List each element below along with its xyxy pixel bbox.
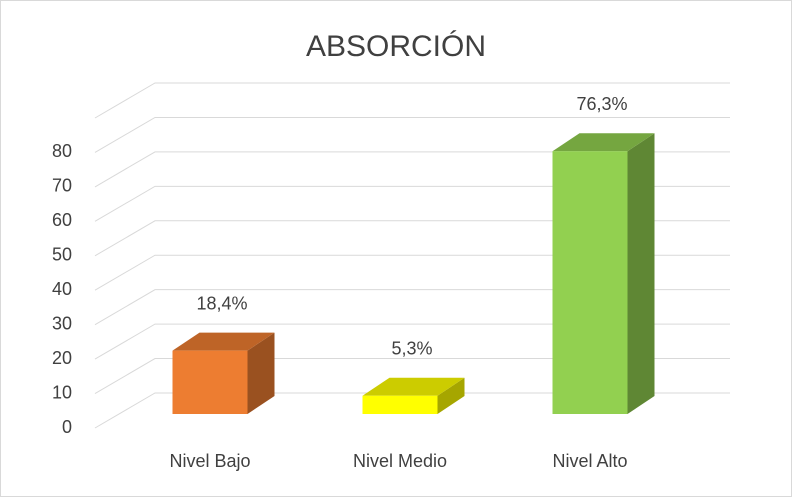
x-tick-label: Nivel Medio <box>353 451 447 471</box>
bar-side <box>627 133 655 414</box>
bar <box>362 395 438 414</box>
grid-line <box>94 358 730 394</box>
grid-line <box>94 151 730 188</box>
y-tick-label: 50 <box>52 245 72 265</box>
y-tick-label: 60 <box>52 210 72 230</box>
y-tick-label: 40 <box>52 279 72 299</box>
grid-line <box>94 323 730 360</box>
grid-line <box>94 220 730 257</box>
data-label: 5,3% <box>391 338 432 358</box>
grid-line <box>94 82 730 119</box>
bar-top <box>172 332 275 351</box>
data-label: 18,4% <box>196 293 247 313</box>
bar <box>552 151 628 414</box>
y-tick-label: 80 <box>52 141 72 161</box>
x-tick-label: Nivel Alto <box>552 451 627 471</box>
y-tick-label: 10 <box>52 382 72 402</box>
data-label: 76,3% <box>576 94 627 114</box>
y-tick-label: 0 <box>62 417 72 437</box>
y-tick-label: 70 <box>52 176 72 196</box>
bar <box>172 350 248 414</box>
x-tick-label: Nivel Bajo <box>169 451 250 471</box>
chart-title: ABSORCIÓN <box>306 30 486 63</box>
grid-line <box>94 116 730 153</box>
grid-line <box>94 185 730 222</box>
grid-line <box>94 254 730 291</box>
grid-line <box>94 289 730 326</box>
y-tick-label: 20 <box>52 348 72 368</box>
bar-side <box>437 377 465 414</box>
bar-top <box>552 133 655 152</box>
bar-top <box>362 377 465 396</box>
y-tick-label: 30 <box>52 313 72 333</box>
grid-line <box>94 392 730 429</box>
bar-side <box>247 332 275 414</box>
